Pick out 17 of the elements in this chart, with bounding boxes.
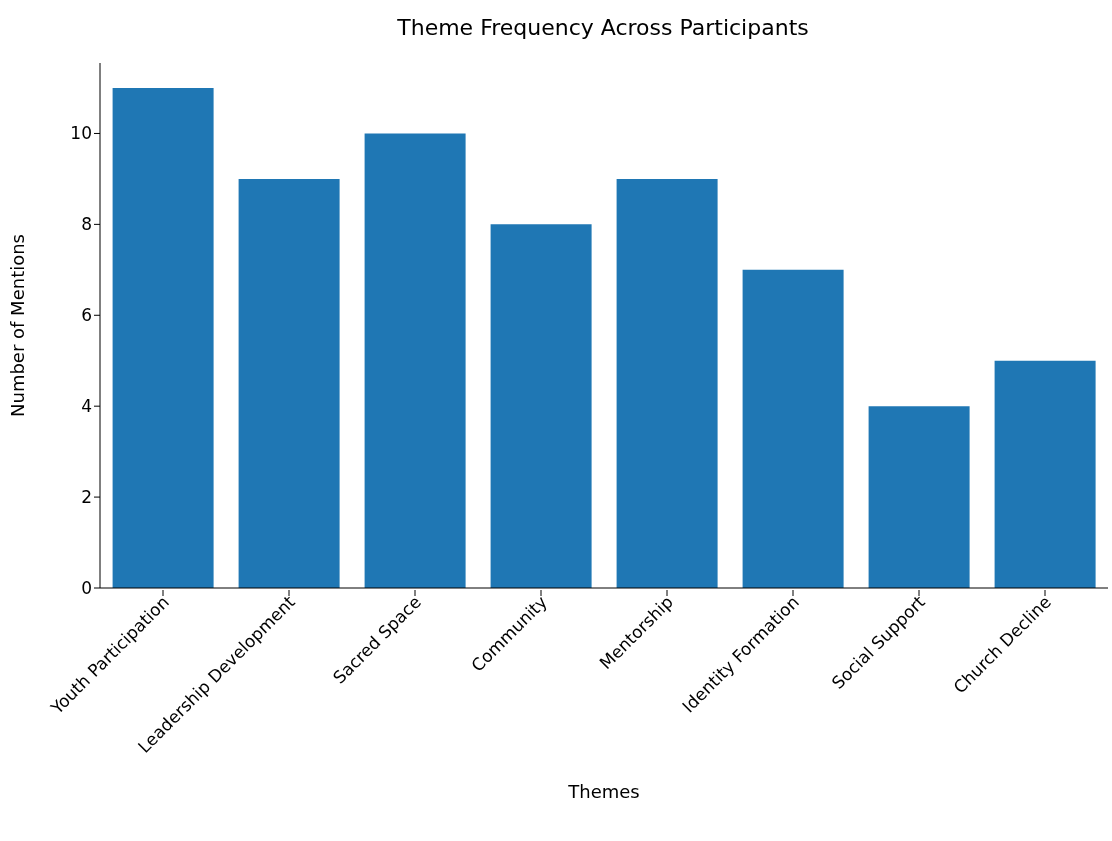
y-tick-label: 2 xyxy=(81,487,92,508)
x-axis-title: Themes xyxy=(567,781,640,802)
bar xyxy=(364,133,466,588)
y-tick-label: 0 xyxy=(81,578,92,599)
bar xyxy=(112,88,214,588)
y-tick-label: 8 xyxy=(81,214,92,235)
bar xyxy=(490,224,592,588)
bar xyxy=(868,406,970,588)
y-axis-title: Number of Mentions xyxy=(7,234,29,417)
y-tick-label: 4 xyxy=(81,396,92,417)
bar xyxy=(742,269,844,588)
y-tick-label: 6 xyxy=(81,305,92,326)
bar xyxy=(238,178,340,588)
y-tick-label: 10 xyxy=(70,123,92,144)
bar xyxy=(994,360,1096,588)
chart-title: Theme Frequency Across Participants xyxy=(396,14,810,42)
bar xyxy=(616,178,718,588)
